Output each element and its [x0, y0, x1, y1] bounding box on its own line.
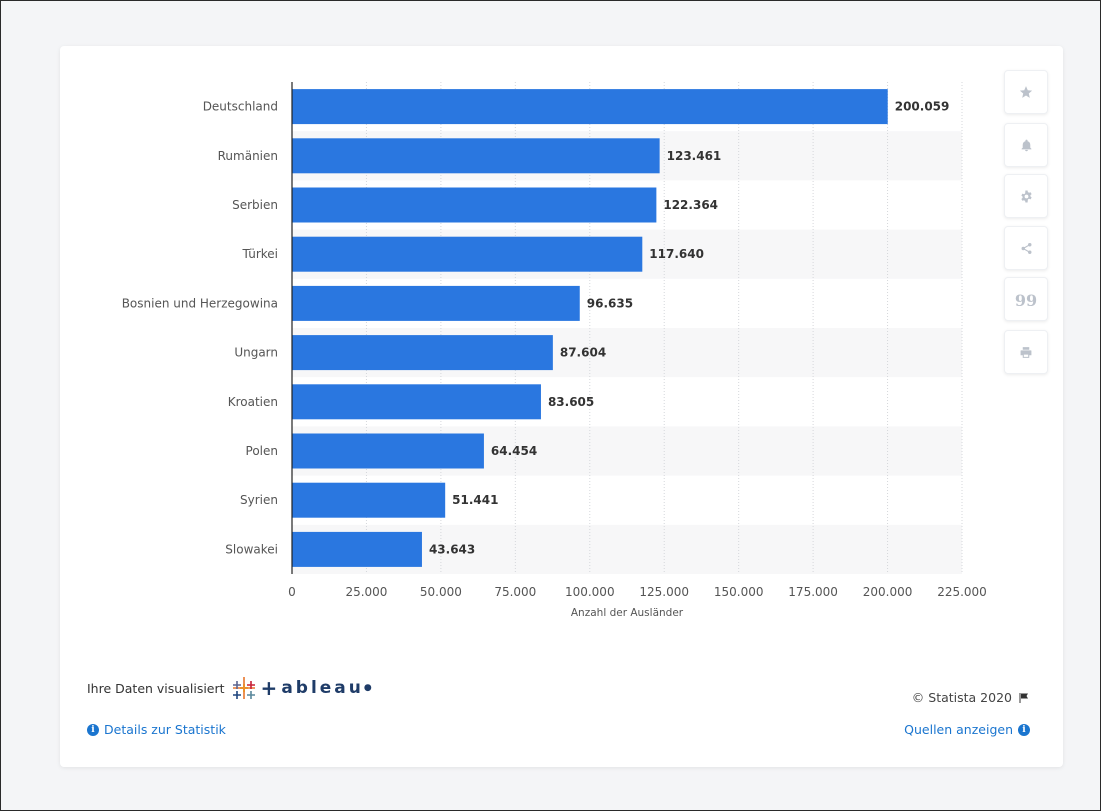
- x-tick-label: 175.000: [788, 585, 838, 599]
- bar[interactable]: [292, 236, 643, 272]
- bell-icon: [1021, 139, 1031, 152]
- cite-button[interactable]: 99: [1004, 277, 1048, 321]
- x-tick-label: 100.000: [565, 585, 615, 599]
- x-axis-title: Anzahl der Ausländer: [571, 607, 684, 619]
- flag-icon[interactable]: [1018, 692, 1030, 704]
- info-icon: i: [1018, 723, 1030, 736]
- details-link[interactable]: i Details zur Statistik: [87, 722, 226, 737]
- value-label: 83.605: [548, 395, 594, 409]
- sources-link[interactable]: Quellen anzeigen i: [904, 722, 1030, 737]
- tableau-cross-icon: [232, 677, 255, 699]
- bar[interactable]: [292, 138, 660, 174]
- value-label: 117.640: [649, 247, 704, 261]
- value-label: 123.461: [667, 149, 722, 163]
- print-icon: [1020, 346, 1032, 358]
- tableau-prefix: Ihre Daten visualisiert: [87, 680, 225, 696]
- value-label: 87.604: [560, 346, 606, 360]
- x-tick-label: 50.000: [420, 585, 462, 599]
- share-icon: [1021, 242, 1031, 254]
- tableau-credit: Ihre Daten visualisiert + ableau ●: [87, 675, 372, 701]
- category-label: Serbien: [232, 198, 278, 212]
- share-button[interactable]: [1004, 226, 1048, 270]
- value-label: 96.635: [587, 296, 633, 310]
- settings-button[interactable]: [1004, 174, 1048, 218]
- chart-card: Deutschland 200.059 Rumänien 123.461 Serbien…: [60, 46, 1063, 767]
- category-label: Kroatien: [228, 395, 278, 409]
- category-label: Polen: [246, 444, 278, 458]
- x-tick-label: 125.000: [639, 585, 689, 599]
- tableau-trademark-icon: ●: [363, 683, 372, 693]
- bar[interactable]: [292, 285, 580, 321]
- category-label: Syrien: [240, 493, 278, 507]
- print-button[interactable]: [1004, 330, 1048, 374]
- x-tick-label: 0: [288, 585, 296, 599]
- category-label: Türkei: [242, 247, 278, 261]
- info-icon: i: [87, 723, 99, 736]
- x-tick-label: 75.000: [494, 585, 536, 599]
- value-label: 122.364: [663, 198, 718, 212]
- bar[interactable]: [292, 433, 484, 469]
- category-label: Ungarn: [234, 346, 278, 360]
- bar[interactable]: [292, 384, 541, 420]
- x-tick-label: 150.000: [714, 585, 764, 599]
- bar[interactable]: [292, 187, 657, 223]
- bar[interactable]: [292, 531, 422, 567]
- notification-button[interactable]: [1004, 123, 1048, 167]
- bar-chart: Deutschland 200.059 Rumänien 123.461 Serbien…: [122, 82, 987, 619]
- x-tick-label: 225.000: [937, 585, 987, 599]
- quote-icon: 99: [1014, 291, 1038, 310]
- star-icon: [1019, 86, 1033, 98]
- details-link-text: Details zur Statistik: [104, 722, 226, 737]
- gear-icon: [1020, 190, 1032, 202]
- copyright: © Statista 2020: [912, 690, 1030, 705]
- value-label: 200.059: [895, 100, 950, 114]
- value-label: 43.643: [429, 542, 475, 556]
- category-label: Slowakei: [225, 542, 278, 556]
- tableau-plus-icon: +: [260, 676, 278, 700]
- category-label: Rumänien: [218, 149, 278, 163]
- bar[interactable]: [292, 335, 553, 371]
- x-tick-label: 25.000: [345, 585, 387, 599]
- tableau-wordmark: ableau: [281, 678, 364, 698]
- category-label: Bosnien und Herzegowina: [122, 296, 278, 310]
- favorite-button[interactable]: [1004, 70, 1048, 114]
- bar[interactable]: [292, 482, 446, 518]
- category-label: Deutschland: [203, 100, 278, 114]
- sources-link-text: Quellen anzeigen: [904, 722, 1013, 737]
- value-label: 64.454: [491, 444, 537, 458]
- x-tick-label: 200.000: [863, 585, 913, 599]
- bar[interactable]: [292, 89, 888, 125]
- value-label: 51.441: [452, 493, 498, 507]
- tableau-logo[interactable]: + ableau ●: [231, 675, 372, 701]
- copyright-text: © Statista 2020: [911, 690, 1012, 705]
